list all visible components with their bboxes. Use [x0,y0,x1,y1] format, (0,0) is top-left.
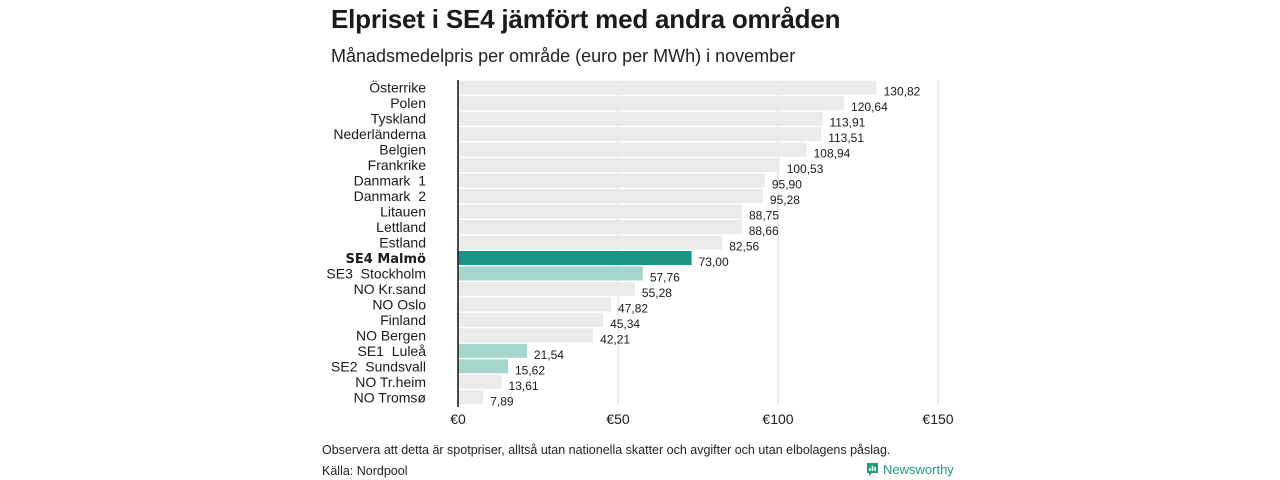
bar [458,297,612,312]
bar [458,127,822,142]
bar [458,158,780,173]
value-label: 113,91 [830,116,866,130]
category-label: Polen [390,95,426,111]
value-label: 7,89 [490,394,514,408]
category-label: SE4 Malmö [346,252,427,267]
category-label: SE2 Sundsvall [331,358,426,374]
value-label: 88,75 [749,209,779,223]
bar [458,266,643,281]
bar [458,359,508,374]
x-tick-label: €100 [762,411,793,427]
category-label: Österrike [369,79,426,96]
bar [458,235,723,250]
value-label: 95,28 [770,193,800,207]
bar [458,390,484,405]
value-label: 95,90 [772,178,802,192]
x-tick-label: €150 [922,411,953,427]
category-label: SE3 Stockholm [326,265,426,281]
category-label: Danmark 2 [354,188,427,204]
value-label: 82,56 [729,240,759,254]
category-label: NO Kr.sand [354,281,426,297]
category-label: Estland [379,235,426,251]
bar [458,80,877,95]
bar [458,374,502,389]
bar [458,328,594,343]
category-label: Frankrike [368,157,427,173]
value-label: 130,82 [884,85,921,99]
category-label: Belgien [379,142,426,158]
bar [458,250,692,265]
bars [458,80,877,405]
source-label: Källa: Nordpool [322,464,408,478]
value-label: 73,00 [699,255,729,269]
category-label: Litauen [380,204,426,220]
value-label: 100,53 [787,162,824,176]
value-label: 45,34 [610,317,640,331]
bar [458,142,807,157]
bar [458,281,635,296]
x-axis-ticks: €0 €50 €100 €150 [450,411,954,427]
category-label: Finland [380,312,426,328]
value-label: 15,62 [515,363,545,377]
category-label: Danmark 1 [354,173,427,189]
value-label: 21,54 [534,348,564,362]
category-label: SE1 Luleå [358,343,427,359]
bar [458,220,742,235]
brand-name: Newsworthy [883,462,954,477]
category-label: Lettland [376,219,426,235]
chart-title: Elpriset i SE4 jämfört med andra områden [331,4,841,34]
value-label: 13,61 [509,379,539,393]
bar [458,96,845,111]
bar [458,204,742,219]
newsworthy-logo-icon [867,463,878,476]
category-label: NO Bergen [356,327,426,343]
value-label: 47,82 [618,301,648,315]
footnote: Observera att detta är spotpriser, allts… [322,443,891,457]
chart-subtitle: Månadsmedelpris per område (euro per MWh… [331,46,796,66]
x-tick-label: €50 [606,411,630,427]
category-label: NO Tromsø [354,389,427,405]
bar [458,189,763,204]
category-labels: ÖsterrikePolenTysklandNederländernaBelgi… [326,79,426,406]
category-label: Nederländerna [333,126,426,142]
value-label: 42,21 [600,332,630,346]
bar-chart: ÖsterrikePolenTysklandNederländernaBelgi… [326,79,954,427]
bar [458,343,527,358]
bar [458,312,604,327]
category-label: NO Tr.heim [355,374,426,390]
bar [458,111,823,126]
category-label: Tyskland [371,111,426,127]
value-label: 55,28 [642,286,672,300]
brand-logo: Newsworthy [866,462,954,477]
value-label: 120,64 [851,100,888,114]
x-tick-label: €0 [450,411,466,427]
value-label: 108,94 [814,147,851,161]
bar [458,173,765,188]
category-label: NO Oslo [372,296,426,312]
value-label: 88,66 [749,224,779,238]
value-label: 113,51 [828,131,864,145]
value-label: 57,76 [650,270,680,284]
